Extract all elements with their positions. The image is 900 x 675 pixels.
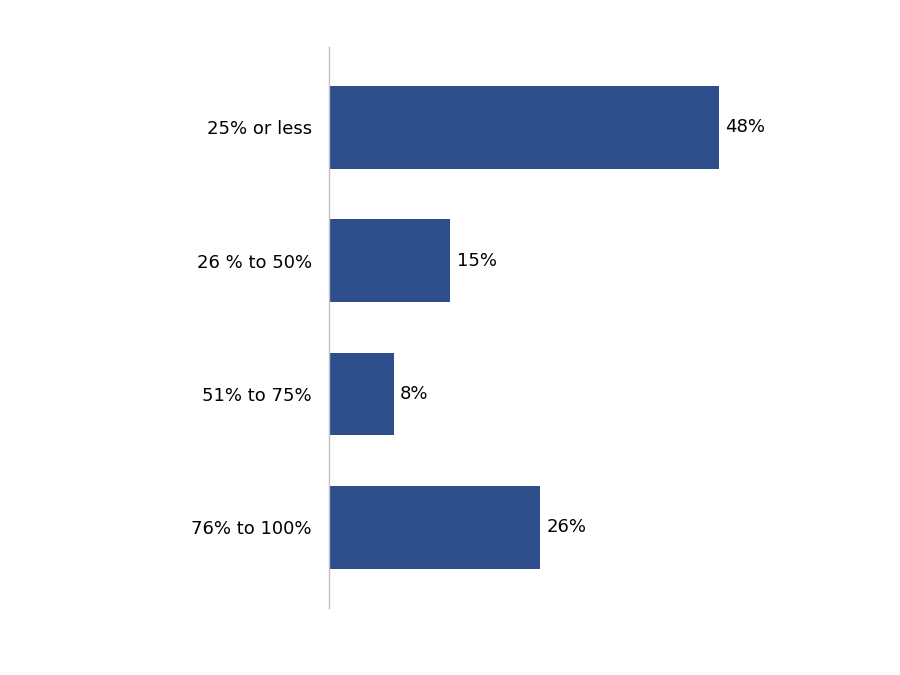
Text: 15%: 15% — [457, 252, 497, 270]
Text: 8%: 8% — [400, 385, 428, 403]
Bar — [328, 86, 719, 169]
Bar — [328, 353, 393, 435]
Bar — [328, 486, 540, 569]
Text: 48%: 48% — [725, 118, 765, 136]
Bar — [328, 219, 451, 302]
Text: 26%: 26% — [546, 518, 587, 537]
